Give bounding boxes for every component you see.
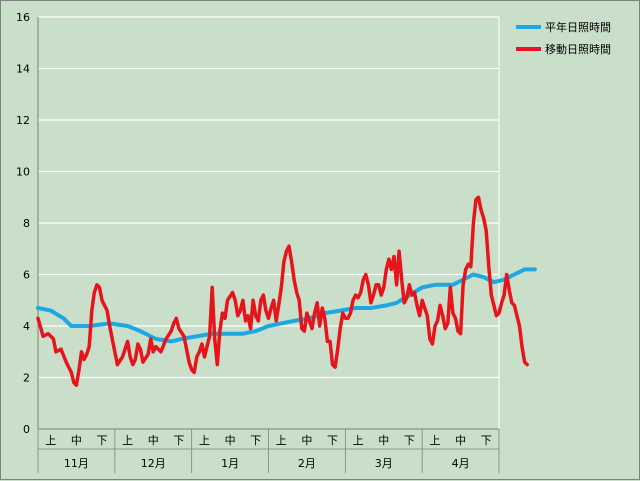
y-tick-label: 12 [16, 114, 30, 127]
x-subperiod-label: 上 [45, 434, 56, 447]
x-subperiod-label: 下 [250, 434, 261, 447]
x-month-label: 2月 [298, 457, 316, 470]
x-subperiod-label: 上 [199, 434, 210, 447]
x-subperiod-label: 上 [122, 434, 133, 447]
x-subperiod-label: 下 [97, 434, 108, 447]
y-axis: 0 2 4 6 8 10 12 14 16 [16, 11, 39, 436]
x-subperiod-label: 中 [225, 434, 236, 447]
series-lines [36, 195, 537, 387]
legend-label: 移動日照時間 [545, 42, 611, 56]
x-month-label: 12月 [141, 457, 166, 470]
series-line-2 [36, 195, 529, 387]
x-subperiod-label: 中 [455, 434, 466, 447]
x-axis: 上中下11月上中下12月上中下1月上中下2月上中下3月上中下4月 [37, 428, 500, 473]
x-subperiod-label: 上 [353, 434, 364, 447]
y-tick-label: 4 [23, 320, 30, 333]
x-subperiod-label: 中 [148, 434, 159, 447]
x-subperiod-label: 中 [71, 434, 82, 447]
x-month-label: 4月 [452, 457, 470, 470]
y-tick-label: 2 [23, 372, 30, 385]
x-subperiod-label: 中 [378, 434, 389, 447]
x-subperiod-label: 中 [301, 434, 312, 447]
x-subperiod-label: 下 [481, 434, 492, 447]
x-month-label: 1月 [221, 457, 239, 470]
x-subperiod-label: 下 [173, 434, 184, 447]
y-tick-label: 0 [23, 423, 30, 436]
x-subperiod-label: 下 [404, 434, 415, 447]
legend-label: 平年日照時間 [545, 20, 611, 34]
x-month-label: 3月 [375, 457, 393, 470]
y-tick-label: 16 [16, 11, 30, 24]
x-subperiod-label: 上 [276, 434, 287, 447]
y-tick-label: 10 [16, 166, 30, 179]
y-tick-label: 6 [23, 269, 30, 282]
x-subperiod-label: 上 [429, 434, 440, 447]
x-month-label: 11月 [64, 457, 89, 470]
y-tick-label: 14 [16, 63, 30, 76]
x-subperiod-label: 下 [327, 434, 338, 447]
y-tick-label: 8 [23, 217, 30, 230]
